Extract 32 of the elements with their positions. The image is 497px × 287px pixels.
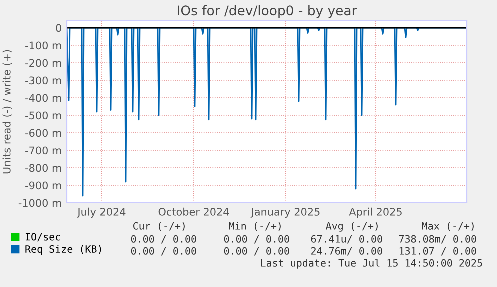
- y-tick-label: -600 m: [26, 129, 62, 138]
- text: Avg (-/+): [326, 222, 378, 232]
- y-tick-label: -800 m: [26, 164, 62, 172]
- y-tick-label: 0: [56, 24, 62, 32]
- text: Cur (-/+): [133, 222, 185, 232]
- y-tick-label: -100 m: [26, 42, 62, 50]
- text: 0.00 / 0.00: [131, 247, 196, 256]
- y-tick-label: -400 m: [26, 94, 62, 102]
- y-axis-title: Units read (-) / write (+): [2, 50, 12, 174]
- text: 0.00 / 0.00: [131, 235, 196, 244]
- text: 738.08m/ 0.00: [399, 235, 476, 244]
- x-tick-label: January 2025: [250, 208, 320, 218]
- x-tick-label: July 2024: [77, 208, 126, 218]
- text: 24.76m/ 0.00: [312, 247, 382, 256]
- y-tick-label: -200 m: [26, 59, 62, 68]
- x-tick-label: October 2024: [158, 208, 230, 216]
- text: 131.07 / 0.00: [400, 247, 476, 256]
- y-tick-label: -700 m: [26, 146, 62, 155]
- y-tick-label: -900 m: [26, 182, 62, 190]
- y-tick-label: -500 m: [26, 112, 62, 120]
- text: Last update: Tue Jul 15 14:50:00 2025: [261, 259, 482, 269]
- text: 67.41u/ 0.00: [311, 235, 382, 244]
- x-tick-label: April 2025: [349, 208, 402, 218]
- chart-title: IOs for /dev/loop0 - by year: [178, 5, 358, 18]
- legend-label: IO/sec: [26, 233, 60, 242]
- text: 0.00 / 0.00: [224, 235, 290, 244]
- text: Min (-/+): [229, 222, 281, 232]
- legend-label: Req Size (KB): [26, 245, 102, 255]
- text: 0.00 / 0.00: [224, 247, 290, 256]
- y-tick-label: -300 m: [26, 76, 62, 85]
- text: Max (-/+): [422, 222, 474, 232]
- y-tick-label: -1000 m: [18, 199, 62, 208]
